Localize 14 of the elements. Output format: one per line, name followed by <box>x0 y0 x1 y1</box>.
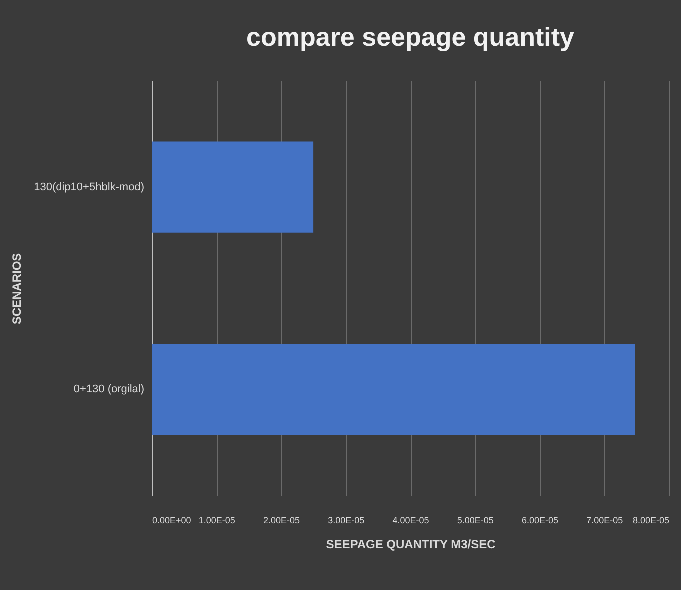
x-tick-label: 7.00E-05 <box>586 516 624 526</box>
y-tick-label: 0+130 (orgilal) <box>74 384 144 396</box>
x-tick-label: 3.00E-05 <box>328 516 365 526</box>
x-tick-label: 0.00E+00 <box>152 516 192 526</box>
x-axis-title: SEEPAGE QUANTITY M3/SEC <box>326 538 496 552</box>
x-tick-label: 5.00E-05 <box>457 516 494 526</box>
x-tick-label: 4.00E-05 <box>392 516 430 526</box>
x-tick-label: 6.00E-05 <box>522 516 559 526</box>
chart-title: compare seepage quantity <box>246 22 576 52</box>
y-tick-label: 130(dip10+5hblk-mod) <box>34 181 144 194</box>
x-tick-label: 2.00E-05 <box>263 516 300 526</box>
y-axis-title: SCENARIOS <box>10 253 24 325</box>
x-tick-label: 8.00E-05 <box>632 516 670 526</box>
x-tick-label: 1.00E-05 <box>198 516 236 526</box>
